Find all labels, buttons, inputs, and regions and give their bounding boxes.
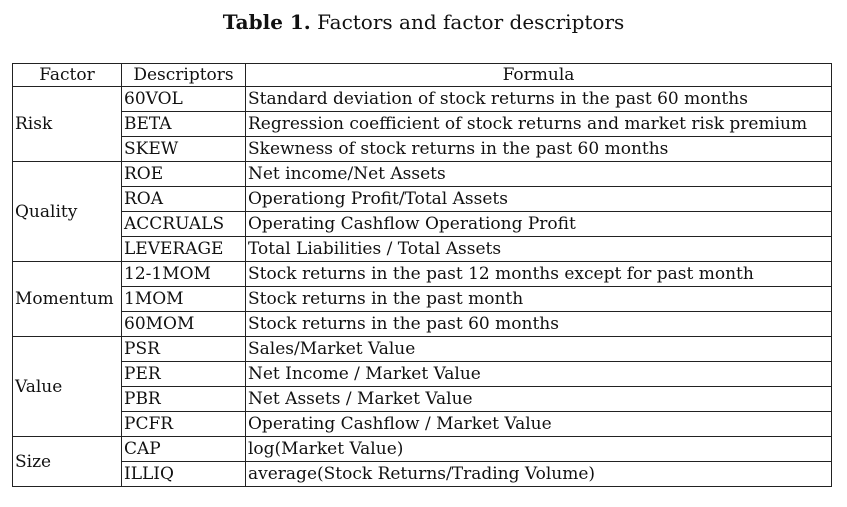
table-row: LEVERAGE Total Liabilities / Total Assets xyxy=(13,236,832,262)
table-body: Risk 60VOL Standard deviation of stock ret… xyxy=(12,86,832,487)
formula-cell: Net Assets / Market Value xyxy=(245,386,832,412)
table-caption: Table 1. Factors and factor descriptors xyxy=(0,10,847,34)
formula-cell: Net income/Net Assets xyxy=(245,161,832,187)
header-row: Factor Descriptors Formula xyxy=(12,63,832,87)
table-row: PER Net Income / Market Value xyxy=(13,361,832,387)
descriptor-cell: PSR xyxy=(121,336,246,362)
descriptor-cell: CAP xyxy=(121,436,246,462)
table-row: ROA Operationg Profit/Total Assets xyxy=(13,186,832,212)
formula-cell: log(Market Value) xyxy=(245,436,832,462)
descriptor-cell: 60MOM xyxy=(121,311,246,337)
factor-cell: Value xyxy=(12,336,122,437)
table-row: Size CAP log(Market Value) xyxy=(12,436,832,487)
descriptor-cell: 1MOM xyxy=(121,286,246,312)
table-row: Risk 60VOL Standard deviation of stock ret… xyxy=(12,86,832,162)
header-descriptors: Descriptors xyxy=(121,63,246,87)
descriptor-cell: ROE xyxy=(121,161,246,187)
descriptor-cell: PBR xyxy=(121,386,246,412)
table-row: Momentum 12-1MOM Stock returns in the past… xyxy=(12,261,832,337)
table-row: PBR Net Assets / Market Value xyxy=(13,386,832,412)
descriptor-cell: 12-1MOM xyxy=(121,261,246,287)
factor-cell: Size xyxy=(12,436,122,487)
table-row: Value PSR Sales/Market Value xyxy=(12,336,832,437)
caption-text: Factors and factor descriptors xyxy=(317,10,625,34)
header-formula: Formula xyxy=(245,63,832,87)
header-factor: Factor xyxy=(12,63,122,87)
table-row: ACCRUALS Operating Cashflow Operationg Pr… xyxy=(13,211,832,237)
table-row: Quality ROE Net income/Net Assets xyxy=(12,161,832,262)
formula-cell: Operating Cashflow / Market Value xyxy=(245,411,832,437)
table-row: ILLIQ average(Stock Returns/Trading Volum… xyxy=(13,461,832,487)
formula-cell: Total Liabilities / Total Assets xyxy=(245,236,832,262)
descriptor-cell: PER xyxy=(121,361,246,387)
descriptor-cell: SKEW xyxy=(121,136,246,162)
formula-cell: Operating Cashflow Operationg Profit xyxy=(245,211,832,237)
factor-cell: Quality xyxy=(12,161,122,262)
table-row: 60MOM Stock returns in the past 60 months xyxy=(13,311,832,337)
table-row: PCFR Operating Cashflow / Market Value xyxy=(13,411,832,437)
descriptor-cell: ACCRUALS xyxy=(121,211,246,237)
factor-cell: Risk xyxy=(12,86,122,162)
formula-cell: Stock returns in the past month xyxy=(245,286,832,312)
factors-table: Factor Descriptors Formula Risk 60VOL Stan… xyxy=(12,63,832,487)
caption-label: Table 1. xyxy=(222,10,311,34)
formula-cell: Stock returns in the past 60 months xyxy=(245,311,832,337)
descriptor-cell: LEVERAGE xyxy=(121,236,246,262)
formula-cell: Regression coefficient of stock returns … xyxy=(245,111,832,137)
descriptor-cell: 60VOL xyxy=(121,86,246,112)
formula-cell: Stock returns in the past 12 months exce… xyxy=(245,261,832,287)
descriptor-cell: ILLIQ xyxy=(121,461,246,487)
descriptor-cell: PCFR xyxy=(121,411,246,437)
factor-cell: Momentum xyxy=(12,261,122,337)
formula-cell: Sales/Market Value xyxy=(245,336,832,362)
formula-cell: Operationg Profit/Total Assets xyxy=(245,186,832,212)
descriptor-cell: BETA xyxy=(121,111,246,137)
table-row: BETA Regression coefficient of stock retu… xyxy=(13,111,832,137)
formula-cell: Net Income / Market Value xyxy=(245,361,832,387)
formula-cell: average(Stock Returns/Trading Volume) xyxy=(245,461,832,487)
table-row: SKEW Skewness of stock returns in the pas… xyxy=(13,136,832,162)
formula-cell: Skewness of stock returns in the past 60… xyxy=(245,136,832,162)
descriptor-cell: ROA xyxy=(121,186,246,212)
formula-cell: Standard deviation of stock returns in t… xyxy=(245,86,832,112)
table-row: 1MOM Stock returns in the past month xyxy=(13,286,832,312)
